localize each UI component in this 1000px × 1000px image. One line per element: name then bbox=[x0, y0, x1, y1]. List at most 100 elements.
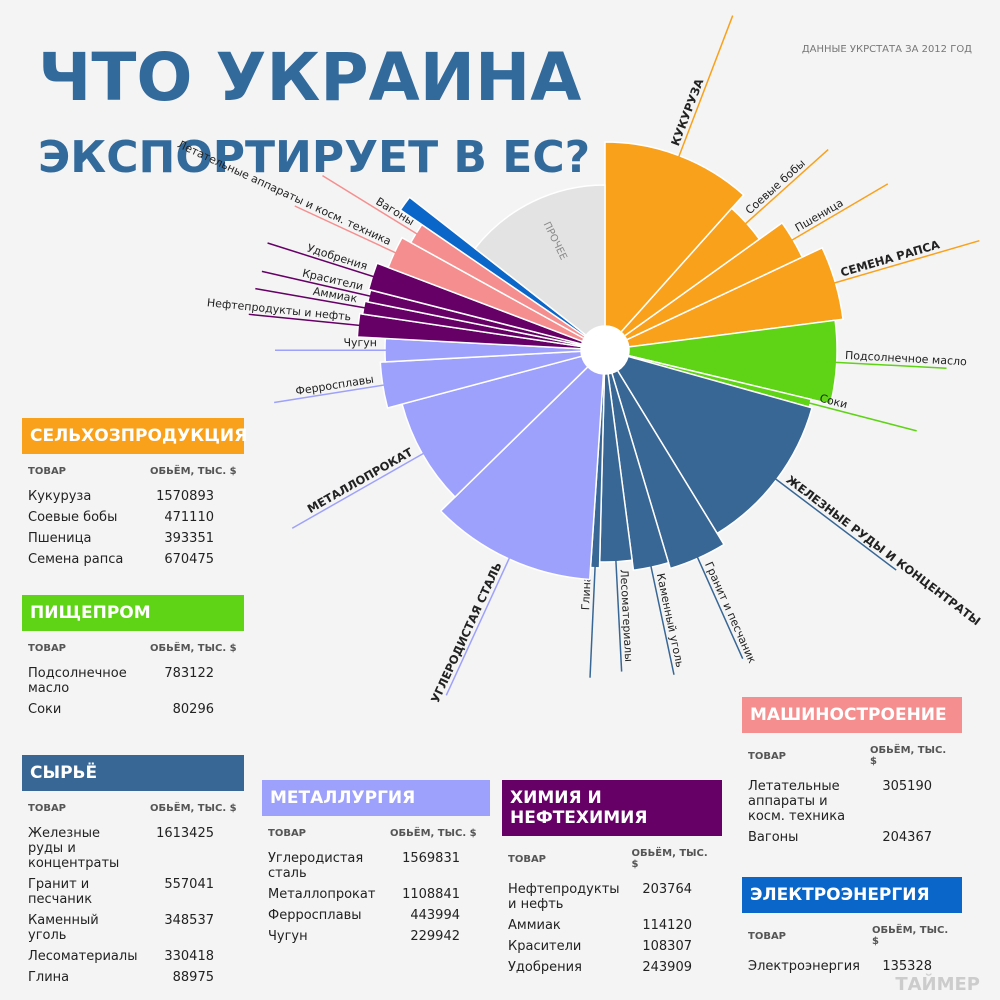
leader-line bbox=[267, 242, 383, 280]
item-name: Подсолнечное масло bbox=[28, 666, 127, 696]
group-title: ХИМИЯ И НЕФТЕХИМИЯ bbox=[502, 780, 722, 836]
row: Красители 108307 bbox=[502, 937, 722, 958]
row: Соевые бобы 471110 bbox=[22, 508, 244, 529]
item-value: 783122 bbox=[164, 666, 214, 681]
header-row: ТОВАР ОБЬЁМ, ТЫС. $ bbox=[22, 797, 244, 824]
logo: ТАЙМЕР bbox=[895, 973, 980, 995]
item-value: 1613425 bbox=[156, 826, 214, 841]
item-name: Глина bbox=[28, 970, 70, 985]
group-table: СЫРЬЁ ТОВАР ОБЬЁМ, ТЫС. $ Железные руды и к… bbox=[22, 755, 244, 989]
leader-line bbox=[825, 239, 980, 287]
column-header: ОБЬЁМ, ТЫС. $ bbox=[150, 803, 237, 814]
item-value: 80296 bbox=[172, 702, 214, 717]
group-table: МЕТАЛЛУРГИЯ ТОВАР ОБЬЁМ, ТЫС. $ Углеродиста… bbox=[262, 780, 490, 948]
row: Ферросплавы 443994 bbox=[262, 906, 490, 927]
row: Соки 80296 bbox=[22, 700, 244, 721]
segment-label: Железные руды и концентраты bbox=[784, 472, 984, 628]
table: ТОВАР ОБЬЁМ, ТЫС. $ Летательные аппараты и… bbox=[742, 739, 962, 849]
item-value: 114120 bbox=[642, 918, 692, 933]
column-header: ОБЬЁМ, ТЫС. $ bbox=[150, 643, 237, 654]
center-hole bbox=[581, 326, 629, 374]
column-header: ОБЬЁМ, ТЫС. $ bbox=[150, 466, 237, 477]
leader-line bbox=[693, 548, 744, 659]
header-row: ТОВАР ОБЬЁМ, ТЫС. $ bbox=[502, 842, 722, 880]
group-table: ХИМИЯ И НЕФТЕХИМИЯ ТОВАР ОБЬЁМ, ТЫС. $ Нефт… bbox=[502, 780, 722, 979]
item-value: 108307 bbox=[642, 939, 692, 954]
segment-label: Кукуруза bbox=[668, 77, 706, 148]
leader-line bbox=[294, 205, 404, 258]
leader-line bbox=[768, 473, 897, 571]
segment-label: Углеродистая сталь bbox=[428, 560, 505, 705]
source: ДАННЫЕ УКРСТАТА ЗА 2012 ГОД bbox=[802, 44, 972, 55]
label-group: Углеродистая сталь bbox=[428, 549, 514, 705]
row: Нефтепродукты и нефть 203764 bbox=[502, 880, 722, 916]
row: Кукуруза 1570893 bbox=[22, 487, 244, 508]
group-table: ЭЛЕКТРОЭНЕРГИЯ ТОВАР ОБЬЁМ, ТЫС. $ Электроэ… bbox=[742, 877, 962, 978]
item-name: Соевые бобы bbox=[28, 510, 118, 525]
row: Каменный уголь 348537 bbox=[22, 911, 244, 947]
row: Удобрения 243909 bbox=[502, 958, 722, 979]
row: Железные руды и концентраты 1613425 bbox=[22, 824, 244, 875]
item-name: Семена рапса bbox=[28, 552, 124, 567]
segment-label: Ферросплавы bbox=[295, 373, 375, 398]
leader-line bbox=[261, 270, 380, 299]
item-value: 670475 bbox=[164, 552, 214, 567]
leader-line bbox=[674, 15, 734, 166]
table: ТОВАР ОБЬЁМ, ТЫС. $ Кукуруза 1570893 Соевые … bbox=[22, 460, 244, 571]
column-header: ТОВАР bbox=[28, 643, 67, 654]
leader-line bbox=[322, 175, 425, 240]
label-group: Аммиак bbox=[255, 285, 374, 311]
item-value: 243909 bbox=[642, 960, 692, 975]
label-group: Кукуруза bbox=[668, 15, 734, 166]
item-name: Каменный уголь bbox=[28, 913, 99, 943]
column-header: ТОВАР bbox=[28, 803, 67, 814]
leader-line bbox=[589, 557, 597, 678]
item-name: Аммиак bbox=[508, 918, 561, 933]
group-table: СЕЛЬХОЗПРОДУКЦИЯ ТОВАР ОБЬЁМ, ТЫС. $ Кукуру… bbox=[22, 418, 247, 571]
header-row: ТОВАР ОБЬЁМ, ТЫС. $ bbox=[262, 822, 490, 849]
column-header: ОБЬЁМ, ТЫС. $ bbox=[390, 828, 477, 839]
item-value: 1108841 bbox=[402, 887, 460, 902]
header-row: ТОВАР ОБЬЁМ, ТЫС. $ bbox=[22, 460, 244, 487]
column-header: ОБЬЁМ, ТЫС. $ bbox=[631, 848, 708, 870]
subtitle: ЭКСПОРТИРУЕТ В ЕС? bbox=[38, 132, 590, 183]
segment-label: Чугун bbox=[343, 336, 377, 349]
segment-label: Соки bbox=[818, 392, 849, 412]
table: ТОВАР ОБЬЁМ, ТЫС. $ Нефтепродукты и нефть 2… bbox=[502, 842, 722, 979]
item-name: Железные руды и концентраты bbox=[28, 826, 120, 871]
header-row: ТОВАР ОБЬЁМ, ТЫС. $ bbox=[22, 637, 244, 664]
row: Чугун 229942 bbox=[262, 927, 490, 948]
segment-label: Семена рапса bbox=[839, 237, 941, 279]
column-header: ТОВАР bbox=[748, 750, 787, 762]
row: Лесоматериалы 330418 bbox=[22, 947, 244, 968]
item-name: Соки bbox=[28, 702, 62, 717]
column-header: ТОВАР bbox=[268, 828, 307, 839]
segment-label: Гранит и песчаник bbox=[702, 560, 759, 666]
row: Семена рапса 670475 bbox=[22, 550, 244, 571]
item-name: Чугун bbox=[268, 929, 308, 944]
leader-line bbox=[783, 183, 889, 246]
segment-label: Соевые бобы bbox=[743, 157, 808, 217]
item-value: 305190 bbox=[882, 779, 932, 794]
label-group: Лесоматериалы bbox=[614, 551, 635, 672]
item-value: 229942 bbox=[410, 929, 460, 944]
leader-line bbox=[445, 549, 514, 696]
label-group: Чугун bbox=[274, 336, 396, 352]
item-value: 135328 bbox=[882, 959, 932, 974]
column-header: ОБЬЁМ, ТЫС. $ bbox=[872, 925, 949, 947]
item-name: Нефтепродукты и нефть bbox=[508, 882, 620, 912]
segment-label: Глина bbox=[579, 575, 594, 610]
group-table: ПИЩЕПРОМ ТОВАР ОБЬЁМ, ТЫС. $ Подсолнечное м… bbox=[22, 595, 244, 721]
table: ТОВАР ОБЬЁМ, ТЫС. $ Углеродистая сталь 1569… bbox=[262, 822, 490, 948]
table: ТОВАР ОБЬЁМ, ТЫС. $ Электроэнергия 135328 bbox=[742, 919, 962, 978]
item-name: Удобрения bbox=[508, 960, 582, 975]
item-value: 348537 bbox=[164, 913, 214, 928]
leader-line bbox=[648, 557, 675, 675]
label-group: Семена рапса bbox=[825, 237, 980, 287]
row: Металлопрокат 1108841 bbox=[262, 885, 490, 906]
item-name: Ферросплавы bbox=[268, 908, 362, 923]
leader-line bbox=[800, 400, 917, 432]
row: Подсолнечное масло 783122 bbox=[22, 664, 244, 700]
item-name: Кукуруза bbox=[28, 489, 92, 504]
